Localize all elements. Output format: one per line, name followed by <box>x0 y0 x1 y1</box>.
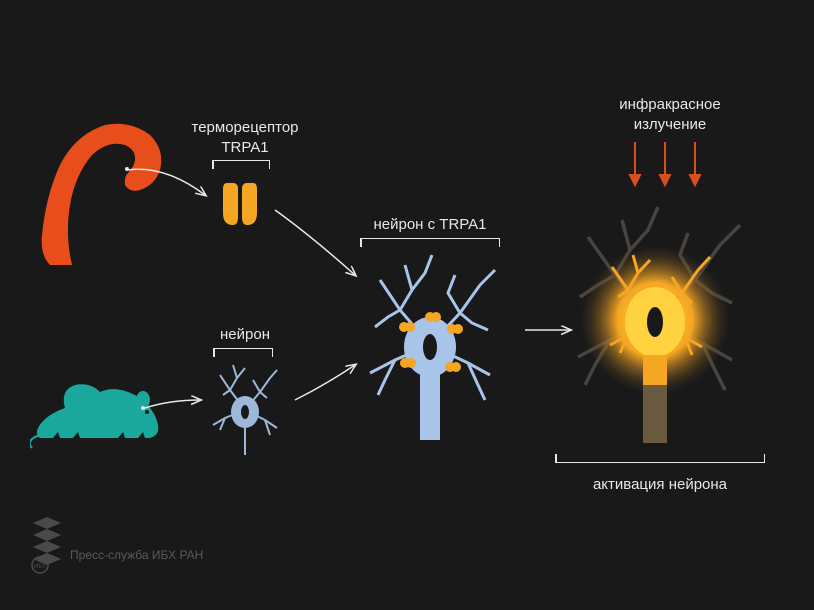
neuron-trpa1-label: нейрон с TRPA1 <box>355 215 505 235</box>
neuron-bracket <box>213 348 273 349</box>
activation-label: активация нейрона <box>570 475 750 495</box>
ibch-logo: ИБХ <box>28 515 66 575</box>
credit-text: Пресс-служба ИБХ РАН <box>70 548 203 562</box>
neuron-label: нейрон <box>205 325 285 345</box>
svg-text:ИБХ: ИБХ <box>34 564 46 570</box>
ir-label: инфракрасное излучение <box>595 95 745 134</box>
thermoreceptor-bracket <box>212 160 270 161</box>
thermoreceptor-label: терморецептор TRPA1 <box>180 118 310 157</box>
neuron-trpa1-bracket <box>360 238 500 239</box>
flow-arrows <box>0 0 814 610</box>
activation-bracket <box>555 455 765 463</box>
